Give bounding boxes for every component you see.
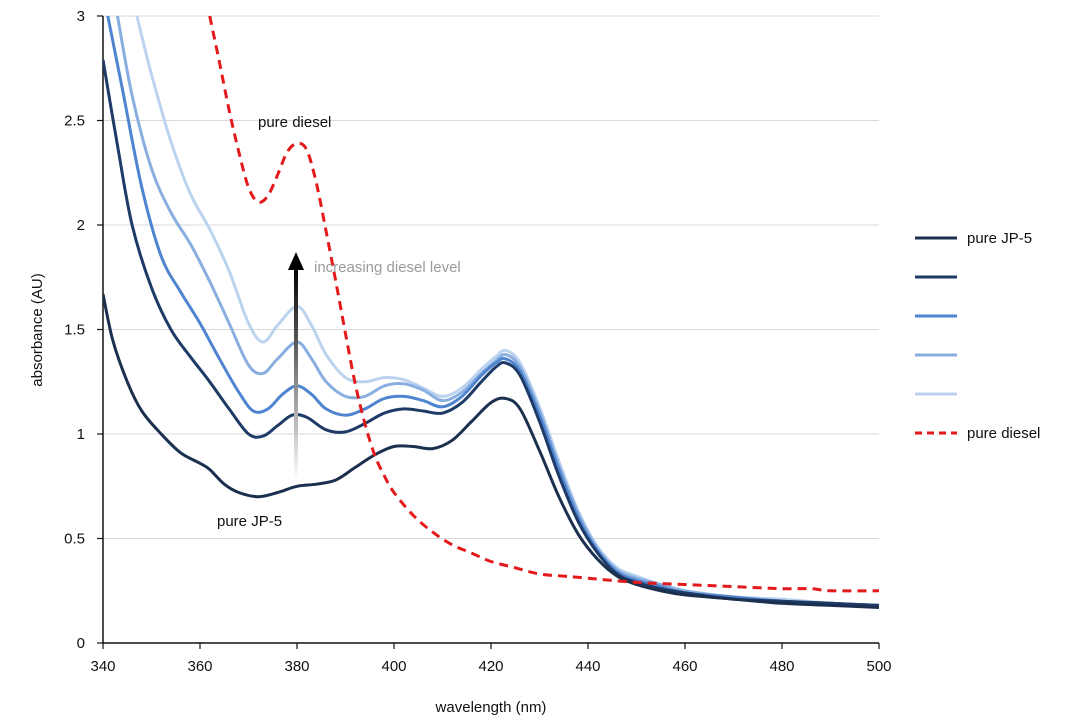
annotation-pure-diesel: pure diesel [258, 114, 331, 131]
x-axis-ticks: 340 360 380 400 420 440 460 480 500 [90, 643, 892, 675]
x-tick-label: 360 [187, 658, 212, 675]
y-tick-label: 0.5 [64, 531, 85, 548]
x-tick-label: 380 [284, 658, 309, 675]
annotation-pure-jp5: pure JP-5 [217, 513, 282, 530]
y-axis-title: absorbance (AU) [29, 273, 46, 386]
x-tick-label: 500 [866, 658, 891, 675]
x-axis-title: wavelength (nm) [435, 699, 547, 716]
y-tick-label: 1 [77, 426, 85, 443]
legend-label: pure diesel [967, 425, 1040, 442]
x-tick-label: 420 [478, 658, 503, 675]
x-tick-label: 440 [575, 658, 600, 675]
increasing-arrow [288, 252, 304, 480]
series-line-pure-diesel [208, 16, 879, 593]
series-line-4 [116, 16, 879, 607]
x-tick-label: 400 [381, 658, 406, 675]
series-layer [103, 16, 879, 609]
series-line-1 [103, 293, 879, 609]
increasing-arrow-head [288, 252, 304, 270]
x-tick-label: 480 [769, 658, 794, 675]
x-tick-label: 460 [672, 658, 697, 675]
x-tick-label: 340 [90, 658, 115, 675]
series-line-5 [135, 16, 879, 607]
y-tick-label: 3 [77, 8, 85, 25]
increasing-arrow-shaft [294, 268, 298, 480]
gridlines [103, 15, 879, 539]
series-line-3 [106, 16, 879, 607]
y-tick-label: 0 [77, 635, 85, 652]
legend-label: pure JP-5 [967, 230, 1032, 247]
annotation-increasing-diesel: increasing diesel level [314, 259, 461, 276]
y-tick-label: 2.5 [64, 113, 85, 130]
y-tick-label: 2 [77, 217, 85, 234]
legend: pure JP-5 pure diesel [915, 230, 1040, 442]
y-axis-ticks: 0 0.5 1 1.5 2 2.5 3 [64, 8, 103, 652]
y-tick-label: 1.5 [64, 322, 85, 339]
